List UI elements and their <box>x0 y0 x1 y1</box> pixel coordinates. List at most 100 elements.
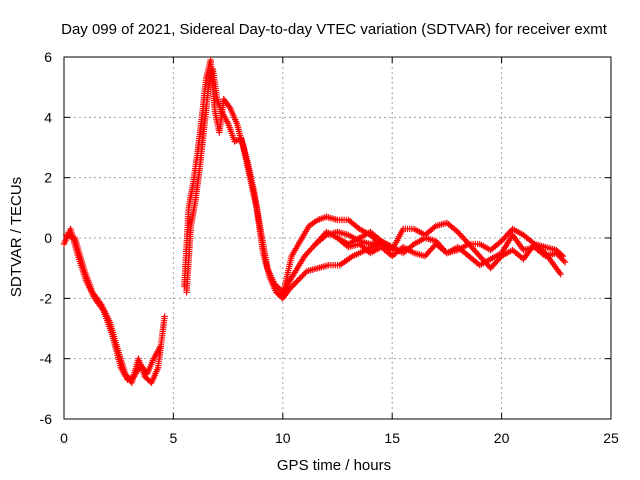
data-point <box>556 269 563 276</box>
x-tick-label: 20 <box>494 430 510 446</box>
data-point <box>462 237 470 245</box>
data-point <box>289 283 296 290</box>
x-tick-label: 25 <box>603 430 619 446</box>
data-point <box>305 248 312 255</box>
series-track-3 <box>181 56 383 302</box>
data-point <box>492 258 500 266</box>
data-point <box>299 272 306 279</box>
data-point <box>479 255 486 263</box>
data-point <box>472 248 479 255</box>
data-point <box>477 254 485 261</box>
data-points <box>60 56 569 386</box>
data-point <box>553 249 560 257</box>
y-tick-label: 4 <box>44 109 52 125</box>
data-point <box>557 254 564 261</box>
data-point <box>294 277 302 284</box>
data-point <box>421 252 429 260</box>
data-point <box>454 228 462 236</box>
x-tick-label: 5 <box>170 430 178 446</box>
data-point <box>506 228 514 236</box>
data-point <box>498 237 505 245</box>
data-point <box>430 243 437 251</box>
data-point <box>315 237 322 245</box>
data-point <box>427 246 434 254</box>
data-point <box>503 231 511 239</box>
data-point <box>320 231 328 239</box>
data-point <box>423 251 430 258</box>
data-point <box>495 255 503 263</box>
data-point <box>561 258 569 266</box>
data-point <box>297 274 305 281</box>
y-tick-label: 6 <box>44 49 52 65</box>
data-point <box>311 242 318 249</box>
data-point <box>293 278 300 285</box>
series-track-7 <box>334 231 569 269</box>
data-point <box>499 236 507 243</box>
data-point <box>461 236 468 243</box>
data-point <box>275 284 282 291</box>
data-point <box>319 233 326 240</box>
data-point <box>466 242 474 249</box>
data-point <box>287 284 295 291</box>
data-point <box>225 103 233 110</box>
chart-title: Day 099 of 2021, Sidereal Day-to-day VTE… <box>61 21 608 38</box>
data-point <box>556 252 563 260</box>
data-point <box>488 263 496 270</box>
data-point <box>317 234 325 242</box>
data-point <box>505 230 512 237</box>
data-point <box>272 281 279 288</box>
data-point <box>309 243 317 251</box>
data-point <box>312 240 319 248</box>
series-track-5 <box>279 213 567 299</box>
data-point <box>296 275 303 282</box>
data-point <box>494 257 501 264</box>
series-track-6 <box>312 228 564 278</box>
y-tick-label: -6 <box>40 411 53 427</box>
data-point <box>487 264 494 272</box>
data-point <box>161 313 168 320</box>
y-tick-label: 2 <box>44 170 52 186</box>
data-point <box>484 261 492 269</box>
data-point <box>473 249 481 257</box>
data-point <box>456 230 463 237</box>
x-tick-label: 10 <box>275 430 291 446</box>
data-point <box>457 231 464 239</box>
data-point <box>476 252 483 260</box>
data-point <box>273 283 281 290</box>
data-point <box>291 280 299 287</box>
data-point <box>460 234 467 242</box>
data-point <box>490 261 497 269</box>
data-point <box>469 245 477 252</box>
data-point <box>306 246 314 254</box>
data-point <box>428 245 436 252</box>
axis-ticks: 0 5 10 15 20 25 -6 -4 -2 0 2 4 6 <box>40 49 619 446</box>
x-tick-label: 15 <box>384 430 400 446</box>
data-point <box>300 271 308 278</box>
data-point <box>424 249 431 257</box>
y-axis-label: SDTVAR / TECUs <box>8 177 25 297</box>
data-point <box>471 246 478 254</box>
data-point <box>458 233 466 240</box>
data-point <box>560 257 567 264</box>
series-track-2 <box>62 231 168 386</box>
data-point <box>468 243 475 251</box>
data-point <box>554 251 561 258</box>
data-point <box>557 271 564 278</box>
data-point <box>475 251 482 258</box>
data-point <box>304 249 311 257</box>
data-point <box>301 252 308 260</box>
y-tick-label: 0 <box>44 230 52 246</box>
data-point <box>302 269 309 276</box>
data-point <box>502 233 509 240</box>
x-axis-label: GPS time / hours <box>277 457 391 474</box>
data-point <box>558 255 566 263</box>
data-point <box>290 281 297 288</box>
data-point <box>501 234 508 242</box>
y-tick-label: -2 <box>40 290 53 306</box>
data-point <box>308 245 315 252</box>
series-track-4 <box>183 65 396 296</box>
data-point <box>313 239 321 246</box>
data-point <box>302 251 310 258</box>
y-tick-label: -4 <box>40 351 53 367</box>
